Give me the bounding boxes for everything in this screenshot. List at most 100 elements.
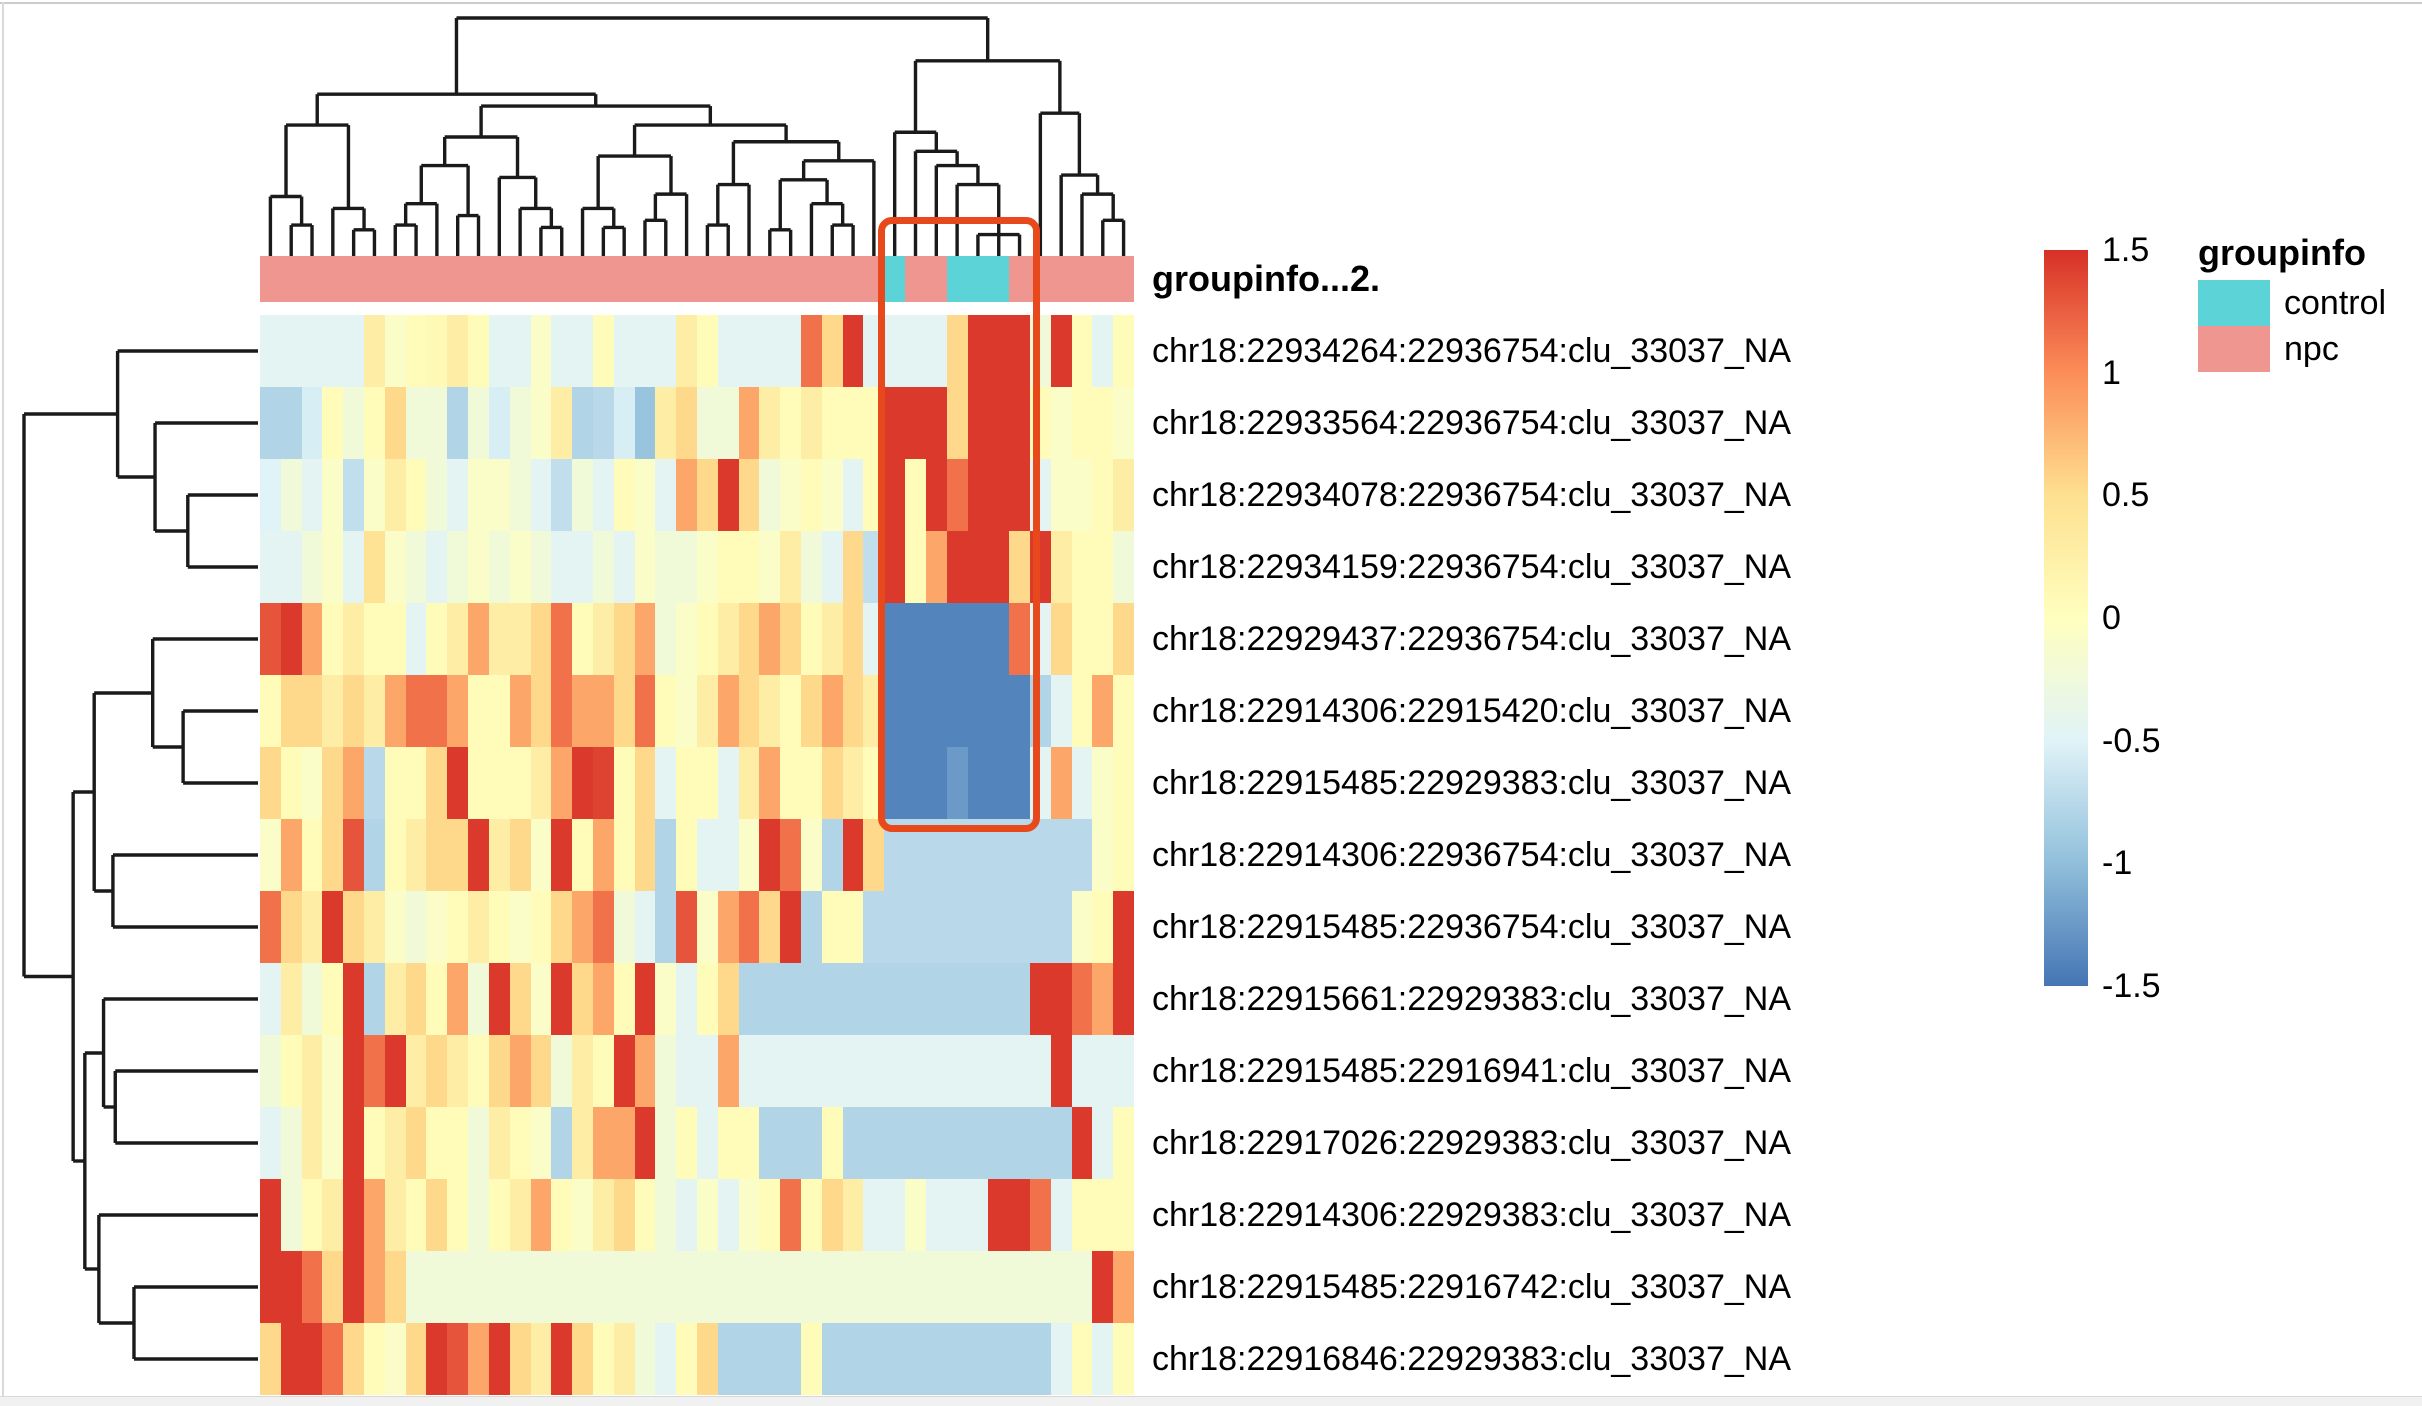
row-label: chr18:22933564:22936754:clu_33037_NA — [1152, 404, 1791, 442]
heatmap-cell — [967, 963, 989, 1036]
heatmap-cell — [572, 1251, 594, 1324]
heatmap-cell — [592, 1035, 614, 1108]
heatmap-cell — [988, 1323, 1010, 1396]
heatmap-cell — [322, 459, 344, 532]
heatmap-cell — [364, 891, 386, 964]
heatmap-cell — [1092, 459, 1114, 532]
heatmap-cell — [613, 819, 635, 892]
row-label: chr18:22914306:22929383:clu_33037_NA — [1152, 1196, 1791, 1234]
heatmap-cell — [1029, 747, 1051, 820]
heatmap-cell — [1029, 459, 1051, 532]
heatmap-cell — [530, 387, 552, 460]
heatmap-cell — [863, 603, 885, 676]
heatmap-cell — [551, 531, 573, 604]
heatmap-cell — [280, 1323, 302, 1396]
heatmap-cell — [384, 387, 406, 460]
legend-label-npc: npc — [2284, 330, 2339, 368]
heatmap-cell — [426, 1107, 448, 1180]
heatmap-cell — [905, 1179, 927, 1252]
heatmap-cell — [488, 531, 510, 604]
heatmap-cell — [925, 1035, 947, 1108]
heatmap-cell — [1009, 963, 1031, 1036]
heatmap-cell — [301, 963, 323, 1036]
heatmap-cell — [676, 387, 698, 460]
heatmap-cell — [801, 531, 823, 604]
heatmap-cell — [551, 1251, 573, 1324]
heatmap-cell — [488, 1179, 510, 1252]
heatmap-cell — [655, 1179, 677, 1252]
heatmap-cell — [697, 387, 719, 460]
heatmap-cell — [1050, 1035, 1072, 1108]
heatmap-cell — [280, 459, 302, 532]
heatmap-cell — [697, 819, 719, 892]
heatmap-cell — [842, 1107, 864, 1180]
heatmap-cell — [1092, 1035, 1114, 1108]
heatmap-cell — [426, 603, 448, 676]
heatmap-cell — [717, 531, 739, 604]
heatmap-cell — [717, 459, 739, 532]
heatmap-cell — [509, 1107, 531, 1180]
annotation-cell-npc — [260, 256, 282, 302]
heatmap-cell — [801, 387, 823, 460]
heatmap-cell — [260, 315, 282, 388]
heatmap-cell — [738, 1251, 760, 1324]
heatmap-cell — [384, 531, 406, 604]
heatmap-cell — [613, 891, 635, 964]
heatmap-cell — [988, 819, 1010, 892]
heatmap-cell — [967, 1107, 989, 1180]
heatmap-cell — [301, 675, 323, 748]
heatmap-cell — [697, 315, 719, 388]
heatmap-cell — [1009, 819, 1031, 892]
heatmap-cell — [613, 1107, 635, 1180]
heatmap-cell — [717, 315, 739, 388]
heatmap-cell — [988, 1251, 1010, 1324]
heatmap-cell — [260, 891, 282, 964]
heatmap-cell — [488, 459, 510, 532]
frame-top-line — [0, 2, 2422, 4]
heatmap-cell — [343, 1179, 365, 1252]
heatmap-cell — [322, 819, 344, 892]
heatmap-cell — [280, 531, 302, 604]
heatmap-cell — [301, 1251, 323, 1324]
heatmap-cell — [1092, 1323, 1114, 1396]
heatmap-cell — [738, 459, 760, 532]
heatmap-cell — [426, 747, 448, 820]
heatmap-cell — [301, 819, 323, 892]
heatmap-cell — [260, 1107, 282, 1180]
heatmap-cell — [905, 819, 927, 892]
heatmap-cell — [676, 747, 698, 820]
heatmap-cell — [488, 675, 510, 748]
heatmap-cell — [738, 387, 760, 460]
heatmap-cell — [863, 1035, 885, 1108]
heatmap-cell — [447, 891, 469, 964]
heatmap-cell — [530, 963, 552, 1036]
heatmap-cell — [551, 819, 573, 892]
heatmap-cell — [1092, 1107, 1114, 1180]
heatmap-cell — [260, 1179, 282, 1252]
heatmap-cell — [405, 603, 427, 676]
heatmap-cell — [655, 891, 677, 964]
heatmap-cell — [634, 1035, 656, 1108]
annotation-cell-npc — [1050, 256, 1072, 302]
heatmap-cell — [1071, 459, 1093, 532]
heatmap-cell — [925, 675, 947, 748]
heatmap-cell — [946, 603, 968, 676]
heatmap-cell — [946, 1107, 968, 1180]
heatmap-cell — [260, 387, 282, 460]
heatmap-cell — [1009, 387, 1031, 460]
heatmap-cell — [322, 747, 344, 820]
heatmap-cell — [322, 1107, 344, 1180]
heatmap-cell — [613, 747, 635, 820]
heatmap-cell — [301, 1035, 323, 1108]
heatmap-cell — [842, 1035, 864, 1108]
heatmap-cell — [821, 531, 843, 604]
heatmap-cell — [717, 747, 739, 820]
heatmap-cell — [1113, 891, 1135, 964]
annotation-cell-npc — [343, 256, 365, 302]
heatmap-cell — [988, 891, 1010, 964]
annotation-cell-npc — [488, 256, 510, 302]
heatmap-cell — [780, 675, 802, 748]
heatmap-cell — [530, 1035, 552, 1108]
heatmap-cell — [530, 1323, 552, 1396]
heatmap-cell — [509, 531, 531, 604]
